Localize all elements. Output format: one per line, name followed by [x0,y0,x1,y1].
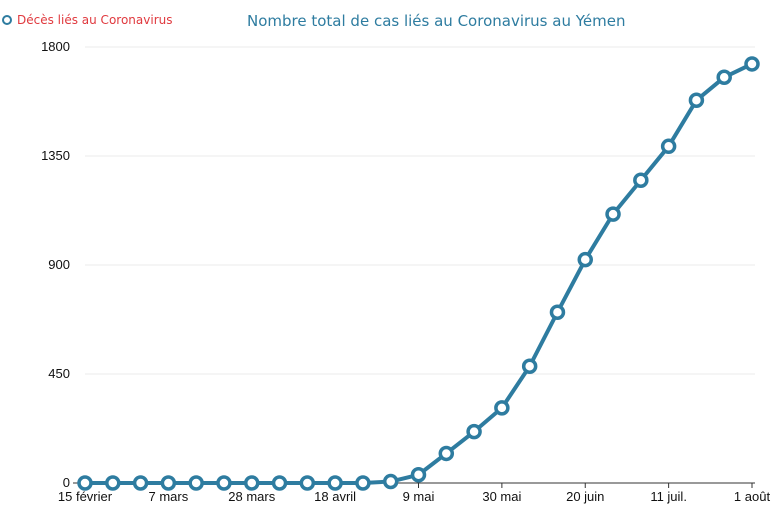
data-point [299,475,316,491]
x-tick-label: 28 mars [228,489,275,504]
data-point [132,475,149,491]
y-tick-label: 900 [48,257,70,272]
legend-label: Décès liés au Coronavirus [17,13,173,27]
x-tick-label: 7 mars [149,489,189,504]
series-line [83,61,754,485]
chart-title: Nombre total de cas liés au Coronavirus … [247,12,626,30]
y-tick-label: 1350 [41,148,70,163]
data-point [521,358,538,374]
data-point [633,172,649,188]
data-point [466,423,482,440]
x-tick-label: 15 février [58,489,113,504]
y-tick-label: 0 [63,475,70,490]
data-point [382,473,399,490]
data-point [410,467,427,483]
data-point [105,475,121,491]
data-point [716,69,732,86]
y-tick-label: 450 [48,366,70,381]
data-point [660,138,677,155]
data-point [160,475,177,491]
x-tick-label: 1 août [734,489,771,504]
x-tick-label: 20 juin [566,489,604,504]
data-point [355,475,371,491]
data-point [77,475,93,491]
data-point [327,475,343,491]
chart-legend[interactable]: Décès liés au Coronavirus [2,13,172,27]
y-tick-label: 1800 [41,39,70,54]
data-point [605,206,621,222]
data-point [494,400,510,416]
x-tick-label: 18 avril [314,489,356,504]
data-point [549,304,566,320]
x-tick-label: 11 juil. [650,489,687,504]
data-point [216,475,232,491]
data-point [438,445,455,462]
data-point [188,475,204,491]
x-tick-label: 9 mai [403,489,435,504]
data-point [688,92,705,109]
legend-marker-icon [2,15,12,25]
data-point [744,56,760,72]
x-tick-label: 30 mai [482,489,521,504]
data-point [577,251,593,268]
data-point [271,475,288,491]
data-point [244,475,260,491]
